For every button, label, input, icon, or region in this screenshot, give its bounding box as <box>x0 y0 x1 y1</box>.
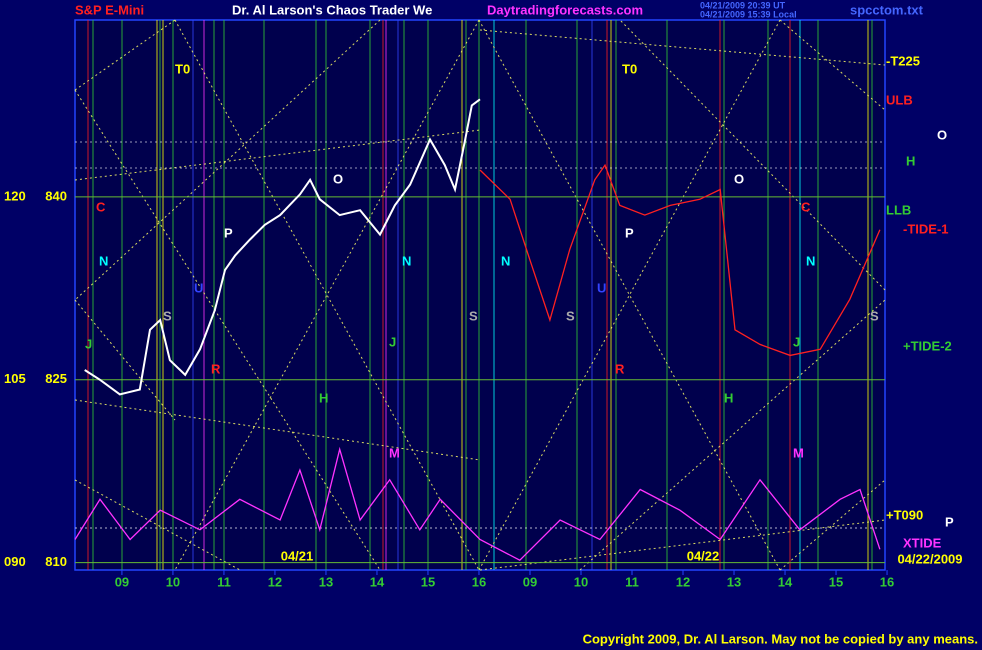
annotation: N <box>402 253 411 268</box>
site-name: Daytradingforecasts.com <box>487 2 643 17</box>
annotation: +TIDE-2 <box>903 338 952 353</box>
x-tick-label: 09 <box>115 574 129 589</box>
y2-tick-label: 120 <box>4 188 26 203</box>
y-tick-label: 810 <box>45 554 67 569</box>
annotation: XTIDE <box>903 535 942 550</box>
trend-line <box>74 479 241 571</box>
annotation: O <box>734 171 744 186</box>
x-tick-label: 11 <box>625 574 639 589</box>
annotation: P <box>945 514 954 529</box>
annotation: P <box>625 225 634 240</box>
timestamp: 04/21/2009 15:39 Local <box>700 9 797 19</box>
annotation: R <box>211 361 221 376</box>
annotation: H <box>319 390 328 405</box>
x-tick-label: 16 <box>880 574 894 589</box>
annotation: -TIDE-1 <box>903 221 949 236</box>
x-tick-label: 16 <box>472 574 486 589</box>
annotation: N <box>806 253 815 268</box>
annotation: T0 <box>175 61 190 76</box>
x-tick-label: 13 <box>319 574 333 589</box>
annotation: R <box>615 361 625 376</box>
timestamp: 04/21/2009 20:39 UT <box>700 0 786 10</box>
annotation: N <box>501 253 510 268</box>
annotation: U <box>194 280 203 295</box>
x-tick-label: 09 <box>523 574 537 589</box>
trend-line <box>74 129 481 181</box>
annotation: M <box>793 445 804 460</box>
chart-title: S&P E-Mini <box>75 2 144 17</box>
trend-line <box>479 519 886 571</box>
annotation: S <box>870 308 879 323</box>
trend-line <box>619 19 886 291</box>
file-name: spcctom.txt <box>850 2 924 17</box>
y-tick-label: 825 <box>45 371 67 386</box>
annotation: J <box>85 336 92 351</box>
annotation: M <box>389 445 400 460</box>
x-tick-label: 12 <box>676 574 690 589</box>
annotation: C <box>96 199 106 214</box>
annotation: H <box>906 153 915 168</box>
annotation: J <box>793 334 800 349</box>
x-tick-label: 14 <box>778 574 793 589</box>
date-label: 04/21 <box>281 548 314 563</box>
annotation: ULB <box>886 92 913 107</box>
trend-line <box>779 19 886 111</box>
date-label: 04/22 <box>687 548 720 563</box>
x-tick-label: 10 <box>166 574 180 589</box>
annotation: O <box>937 127 947 142</box>
annotation: P <box>224 225 233 240</box>
trend-line <box>74 19 381 301</box>
series-line <box>84 98 481 396</box>
series-line <box>74 446 881 561</box>
trend-line <box>74 399 481 461</box>
annotation: T0 <box>622 61 637 76</box>
annotation: S <box>469 308 478 323</box>
annotation: S <box>163 308 172 323</box>
x-tick-label: 10 <box>574 574 588 589</box>
x-tick-label: 14 <box>370 574 385 589</box>
annotation: LLB <box>886 202 911 217</box>
annotation: C <box>801 199 811 214</box>
trend-line <box>779 479 886 571</box>
annotation: J <box>389 334 396 349</box>
trend-line <box>74 19 176 91</box>
annotation: +T090 <box>886 507 923 522</box>
annotation: -T225 <box>886 53 920 68</box>
annotation: S <box>566 308 575 323</box>
trend-line <box>74 299 176 421</box>
x-tick-label: 11 <box>217 574 231 589</box>
y2-tick-label: 105 <box>4 371 26 386</box>
plot-area <box>74 19 886 571</box>
x-tick-label: 15 <box>421 574 435 589</box>
x-tick-label: 13 <box>727 574 741 589</box>
chart-subtitle: Dr. Al Larson's Chaos Trader We <box>232 2 432 17</box>
annotation: O <box>333 171 343 186</box>
y-tick-label: 840 <box>45 188 67 203</box>
x-tick-label: 12 <box>268 574 282 589</box>
date-label: 04/22/2009 <box>897 551 962 566</box>
x-tick-label: 15 <box>829 574 843 589</box>
y2-tick-label: 090 <box>4 554 26 569</box>
annotation: H <box>724 390 733 405</box>
series-line <box>479 163 881 357</box>
copyright: Copyright 2009, Dr. Al Larson. May not b… <box>583 631 978 646</box>
decorations <box>74 19 886 571</box>
annotation: N <box>99 253 108 268</box>
annotation: U <box>597 280 606 295</box>
